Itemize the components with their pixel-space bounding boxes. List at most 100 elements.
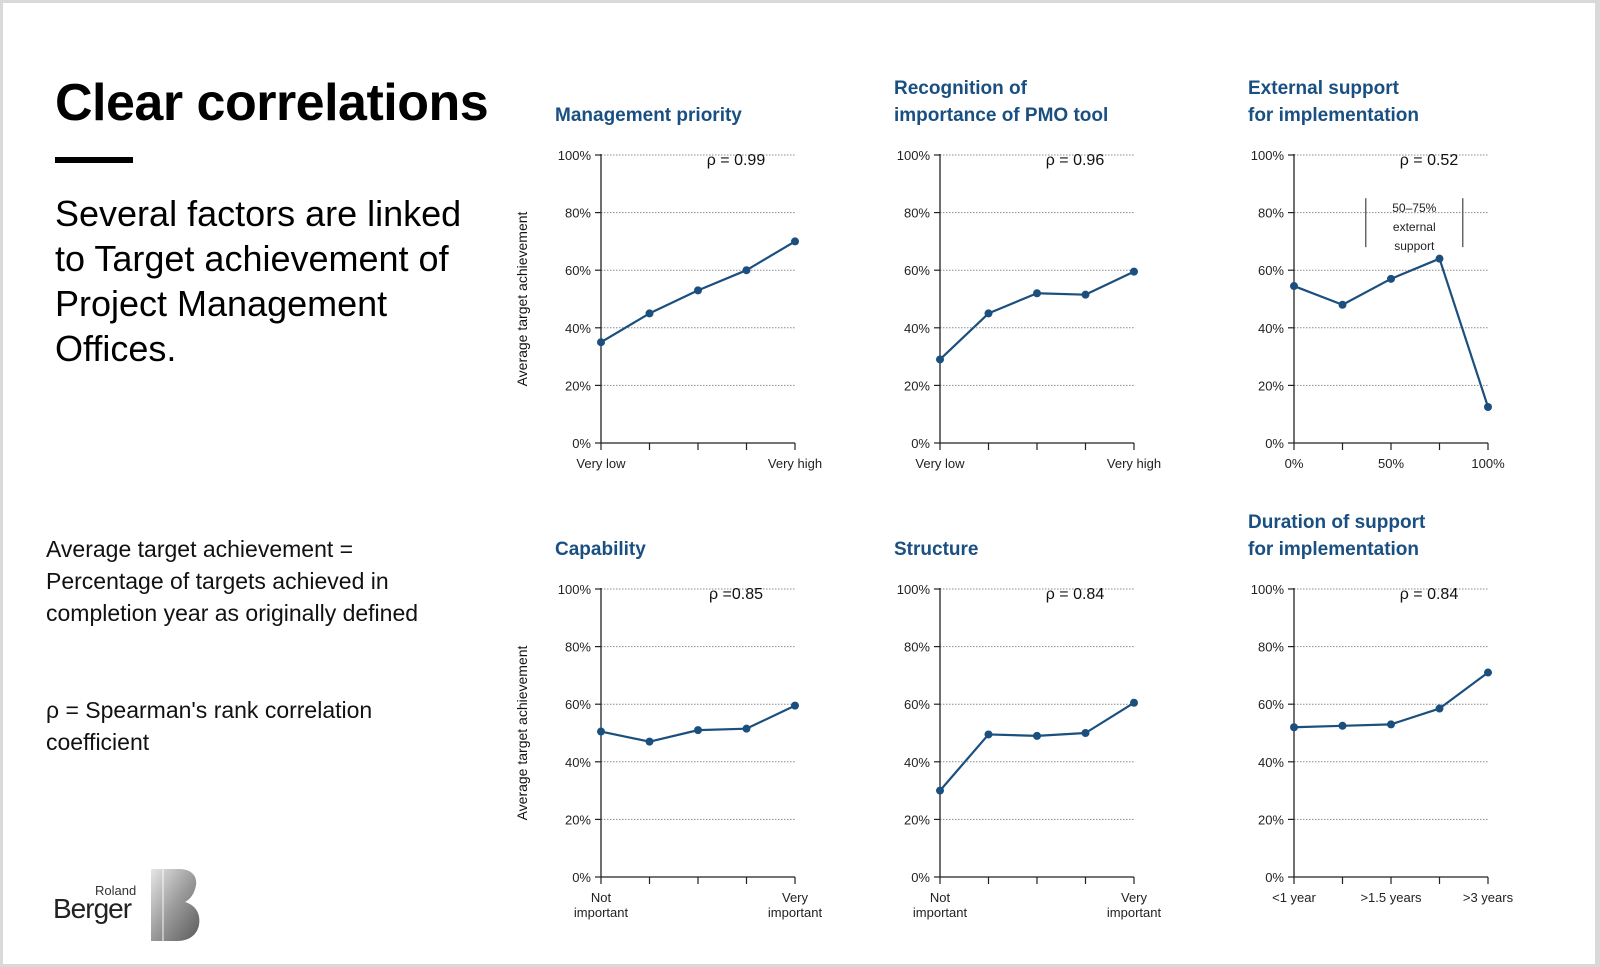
chart-title-line: Management priority — [555, 105, 742, 126]
chart-title-line: for implementation — [1248, 539, 1419, 560]
y-tick-label: 20% — [1258, 812, 1284, 827]
data-point — [1435, 704, 1444, 713]
chart-title-line: for implementation — [1248, 105, 1419, 126]
y-tick-label: 40% — [904, 755, 930, 770]
y-tick-label: 0% — [572, 436, 591, 451]
annotation-text: 50–75% — [1392, 201, 1436, 215]
x-tick-label: >3 years — [1463, 890, 1514, 905]
rho-label: ρ = 0.52 — [1400, 152, 1459, 169]
y-tick-label: 0% — [1265, 870, 1284, 885]
chart-title-line: Capability — [555, 539, 646, 560]
y-tick-label: 60% — [565, 697, 591, 712]
data-point — [984, 309, 993, 318]
page-title: Clear correlations — [55, 74, 489, 132]
y-tick-label: 40% — [1258, 321, 1284, 336]
x-tick-label: <1 year — [1272, 890, 1316, 905]
annotation-text: external — [1393, 220, 1436, 234]
data-point — [694, 286, 702, 295]
y-tick-label: 80% — [565, 640, 591, 655]
data-point — [1290, 282, 1298, 291]
y-axis-label: Average target achievement — [514, 211, 530, 386]
y-tick-label: 80% — [1258, 640, 1284, 655]
data-point — [645, 737, 654, 746]
data-point — [1387, 720, 1395, 729]
y-tick-label: 0% — [1265, 436, 1284, 451]
y-tick-label: 40% — [565, 755, 591, 770]
data-point — [936, 786, 944, 795]
x-tick-label: Very high — [768, 456, 822, 471]
data-point — [742, 266, 751, 275]
y-tick-label: 60% — [1258, 263, 1284, 278]
chart-title-line: Recognition of — [894, 78, 1028, 99]
rho-label: ρ = 0.96 — [1046, 152, 1105, 169]
x-tick-label: Not — [930, 890, 951, 905]
data-point — [1387, 274, 1395, 283]
y-tick-label: 100% — [558, 582, 592, 597]
logo-text-roland: Roland — [95, 883, 137, 898]
data-point — [1130, 698, 1138, 707]
y-tick-label: 80% — [904, 640, 930, 655]
y-tick-label: 0% — [911, 870, 930, 885]
rho-label: ρ =0.85 — [709, 586, 763, 603]
x-tick-label: Very low — [915, 456, 965, 471]
y-tick-label: 60% — [904, 263, 930, 278]
y-tick-label: 20% — [565, 812, 591, 827]
y-tick-label: 80% — [565, 206, 591, 221]
data-point — [597, 727, 605, 736]
chart-title-line: importance of PMO tool — [894, 105, 1108, 126]
data-point — [1435, 254, 1444, 263]
y-tick-label: 0% — [572, 870, 591, 885]
chart-management-priority: Management priority Average target achiev… — [503, 65, 833, 485]
title-underline — [55, 157, 133, 163]
slide: Clear correlations Several factors are l… — [3, 3, 1595, 964]
spearman-note: ρ = Spearman's rank correlation coeffici… — [46, 697, 373, 755]
data-point — [1033, 731, 1041, 740]
page-subtitle: Several factors are linked to Target ach… — [55, 193, 462, 369]
y-tick-label: 40% — [904, 321, 930, 336]
y-tick-label: 60% — [565, 263, 591, 278]
series-line — [939, 701, 1135, 792]
y-tick-label: 20% — [565, 378, 591, 393]
data-point — [1130, 267, 1138, 276]
chart-pmo-tool: Recognition of importance of PMO tool 0% 20… — [842, 65, 1172, 485]
series-line — [600, 704, 796, 743]
y-tick-label: 40% — [1258, 755, 1284, 770]
chart-support-duration: Duration of support for implementation 0% 2… — [1196, 499, 1526, 919]
y-tick-label: 100% — [1251, 148, 1285, 163]
rho-label: ρ = 0.99 — [707, 152, 766, 169]
data-point — [694, 726, 702, 735]
chart-external-support: External support for implementation 0% 20% 4… — [1196, 65, 1526, 485]
chart-svg-external-support: External support for implementation 0% 20% 4… — [1248, 78, 1505, 471]
x-tick-label: 0% — [1285, 456, 1304, 471]
y-tick-label: 60% — [904, 697, 930, 712]
data-point — [791, 237, 799, 246]
x-tick-label: important — [768, 905, 823, 920]
x-tick-label: 50% — [1378, 456, 1404, 471]
x-tick-label: Very high — [1107, 456, 1161, 471]
data-point — [1338, 300, 1347, 309]
x-tick-label: important — [1107, 905, 1162, 920]
data-point — [1081, 729, 1090, 737]
logo-text-berger: Berger — [53, 893, 132, 924]
definition-note: Average target achievement = Percentage … — [46, 536, 419, 626]
y-tick-label: 0% — [911, 436, 930, 451]
chart-svg-management-priority: Management priority Average target achiev… — [514, 105, 822, 471]
series-line — [939, 270, 1135, 361]
y-axis-label: Average target achievement — [514, 645, 530, 820]
x-tick-label: Not — [591, 890, 612, 905]
data-point — [791, 701, 799, 710]
data-point — [936, 355, 944, 364]
x-tick-label: 100% — [1471, 456, 1505, 471]
chart-svg-capability: Capability Average target achievement 0% 20… — [514, 539, 823, 920]
y-tick-label: 100% — [1251, 582, 1285, 597]
rho-label: ρ = 0.84 — [1046, 586, 1105, 603]
data-point — [742, 724, 751, 733]
y-tick-label: 20% — [904, 812, 930, 827]
data-point — [1081, 290, 1090, 299]
x-tick-label: >1.5 years — [1360, 890, 1422, 905]
chart-structure: Structure 0% 20% 40% 60% 80% 100% Not important V… — [842, 499, 1172, 920]
y-tick-label: 20% — [904, 378, 930, 393]
rho-label: ρ = 0.84 — [1400, 586, 1459, 603]
x-tick-label: Very — [1121, 890, 1148, 905]
y-tick-label: 60% — [1258, 697, 1284, 712]
